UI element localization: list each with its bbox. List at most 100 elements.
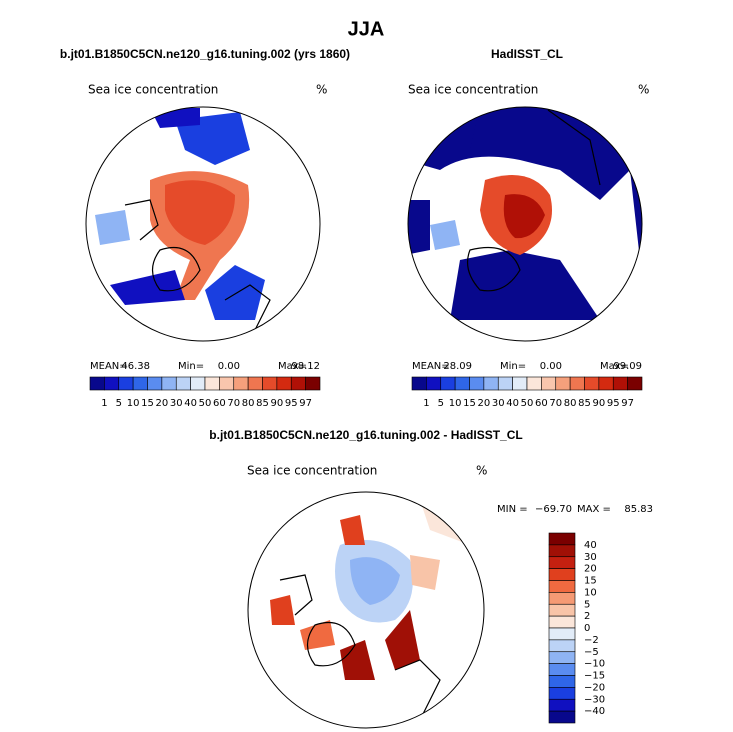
- stat-label: Max=: [278, 361, 307, 372]
- colorbar-label: 90: [271, 398, 284, 409]
- colorbar-label: −10: [584, 659, 605, 670]
- colorbar-label: −30: [584, 694, 605, 705]
- colorbar-label: 10: [127, 398, 140, 409]
- map: [408, 107, 642, 341]
- colorbar-box: [541, 376, 557, 391]
- colorbar-box: [132, 376, 148, 391]
- colorbar-label: 2: [584, 611, 590, 622]
- colorbar-label: 10: [584, 587, 597, 598]
- colorbar-label: 80: [564, 398, 577, 409]
- colorbar-box: [247, 376, 263, 391]
- stat-label: Min=: [500, 361, 526, 372]
- colorbar-box: [512, 376, 528, 391]
- panel-units: %: [476, 464, 487, 478]
- colorbar-box: [612, 376, 628, 391]
- colorbar-label: 5: [438, 398, 444, 409]
- colorbar-label: 70: [227, 398, 240, 409]
- colorbar-box: [483, 376, 499, 391]
- colorbar-box: [548, 675, 576, 688]
- colorbar-label: 20: [584, 564, 597, 575]
- colorbar-box: [548, 687, 576, 700]
- panel-subtitle: Sea ice concentration: [88, 83, 218, 97]
- stat-label: MIN =: [497, 504, 528, 515]
- colorbar-box: [190, 376, 206, 391]
- colorbar: 1 5 10 15 20 30 40 50 60 70 80 85 90 95 97: [89, 376, 321, 409]
- colorbar-label: 15: [584, 576, 597, 587]
- colorbar-box: [548, 639, 576, 653]
- colorbar-box: [147, 376, 163, 391]
- colorbar-box: [469, 376, 485, 391]
- colorbar-label: 40: [184, 398, 197, 409]
- colorbar-box: [548, 592, 576, 605]
- colorbar-label: 30: [170, 398, 183, 409]
- colorbar-box: [290, 376, 306, 391]
- colorbar-label: 20: [156, 398, 169, 409]
- colorbar-box: [548, 627, 576, 641]
- stat-label: Max=: [600, 361, 629, 372]
- colorbar-box: [598, 376, 614, 391]
- colorbar-label: −40: [584, 706, 605, 717]
- colorbar-label: 85: [578, 398, 591, 409]
- map-border: [407, 106, 643, 342]
- colorbar-label: 1: [423, 398, 429, 409]
- colorbar-label: 40: [584, 540, 597, 551]
- stat-value: 99.09: [613, 361, 642, 372]
- colorbar-label: 95: [607, 398, 620, 409]
- colorbar-label: 60: [535, 398, 548, 409]
- colorbar-box: [233, 376, 249, 391]
- colorbar-box: [219, 376, 235, 391]
- colorbar-label: 5: [116, 398, 122, 409]
- panel-title: b.jt01.B1850C5CN.ne120_g16.tuning.002 (y…: [60, 47, 350, 61]
- colorbar-box: [262, 376, 278, 391]
- stats: MIN = −69.70 MAX = 85.83: [497, 504, 653, 515]
- colorbar-label: 50: [199, 398, 212, 409]
- colorbar-box: [411, 376, 427, 391]
- map: [248, 492, 484, 728]
- stats: MEAN=28.09 Min= 0.00 Max=99.09: [412, 361, 642, 372]
- colorbar-box: [276, 376, 292, 391]
- stat-label: MAX =: [577, 504, 611, 515]
- colorbar-box: [526, 376, 542, 391]
- stat-value: 0.00: [540, 361, 562, 372]
- stat-value: 98.12: [291, 361, 320, 372]
- stat-label: MEAN=: [412, 361, 450, 372]
- colorbar-box: [454, 376, 470, 391]
- colorbar-label: −15: [584, 671, 605, 682]
- colorbar-label: 90: [593, 398, 606, 409]
- colorbar-label: 0: [584, 623, 590, 634]
- stat-value: 0.00: [218, 361, 240, 372]
- colorbar-box: [548, 615, 576, 629]
- colorbar-box: [104, 376, 120, 391]
- colorbar-box: [548, 568, 576, 581]
- panel-units: %: [316, 83, 327, 97]
- colorbar-label: 50: [521, 398, 534, 409]
- colorbar-label: 97: [299, 398, 312, 409]
- colorbar-box: [548, 698, 576, 712]
- stat-label: Min=: [178, 361, 204, 372]
- stats: MEAN=46.38 Min= 0.00 Max=98.12: [90, 361, 320, 372]
- colorbar-box: [627, 376, 643, 391]
- stat-value: 28.09: [443, 361, 472, 372]
- colorbar-label: 10: [449, 398, 462, 409]
- colorbar-box: [584, 376, 600, 391]
- colorbar-box: [548, 532, 576, 546]
- colorbar-box: [548, 603, 576, 617]
- colorbar-box: [548, 651, 576, 664]
- colorbar-box: [548, 556, 576, 569]
- colorbar-box: [440, 376, 456, 391]
- colorbar-box: [204, 376, 220, 391]
- colorbar-label: 5: [584, 599, 590, 610]
- panel-units: %: [638, 83, 649, 97]
- map: [86, 107, 320, 341]
- colorbar-label: 20: [478, 398, 491, 409]
- colorbar-box: [305, 376, 321, 391]
- colorbar-box: [497, 376, 513, 391]
- colorbar-label: 15: [463, 398, 476, 409]
- colorbar-label: 97: [621, 398, 634, 409]
- colorbar-box: [548, 663, 576, 676]
- panel-title: HadISST_CL: [491, 47, 563, 61]
- colorbar-box: [569, 376, 585, 391]
- colorbar-label: 95: [285, 398, 298, 409]
